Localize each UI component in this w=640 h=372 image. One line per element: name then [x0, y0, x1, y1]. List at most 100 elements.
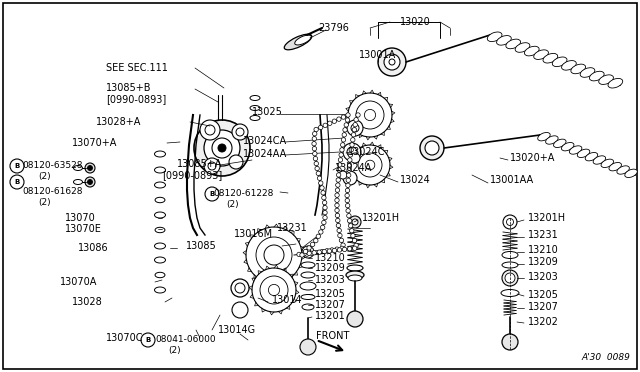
Circle shape [351, 138, 355, 142]
Circle shape [314, 238, 318, 243]
Circle shape [332, 119, 337, 124]
Ellipse shape [502, 262, 518, 268]
Circle shape [205, 187, 219, 201]
Circle shape [353, 122, 357, 127]
Circle shape [260, 276, 288, 304]
Text: 08120-61628: 08120-61628 [22, 186, 83, 196]
Circle shape [232, 124, 248, 140]
Circle shape [300, 339, 316, 355]
Ellipse shape [554, 139, 566, 148]
Circle shape [330, 248, 334, 252]
Circle shape [10, 175, 24, 189]
Circle shape [346, 113, 350, 117]
Circle shape [204, 158, 220, 174]
Circle shape [351, 124, 359, 132]
Circle shape [356, 113, 360, 117]
Circle shape [335, 183, 340, 187]
Ellipse shape [502, 251, 518, 259]
Text: 13024CA: 13024CA [243, 136, 287, 146]
Text: 13001A: 13001A [360, 50, 397, 60]
Text: 13085: 13085 [186, 241, 217, 251]
Text: 13024: 13024 [400, 175, 431, 185]
Text: (2): (2) [38, 198, 51, 206]
Ellipse shape [154, 243, 166, 249]
Text: 13209: 13209 [315, 263, 346, 273]
Ellipse shape [154, 182, 166, 188]
Circle shape [348, 224, 353, 228]
Circle shape [338, 233, 342, 238]
Text: 08120-63528: 08120-63528 [22, 161, 83, 170]
Circle shape [352, 128, 356, 132]
Circle shape [235, 283, 245, 293]
Ellipse shape [74, 166, 83, 170]
Circle shape [349, 228, 354, 233]
Circle shape [264, 245, 284, 265]
Text: 08120-61228: 08120-61228 [213, 189, 273, 199]
Circle shape [347, 214, 351, 218]
Circle shape [389, 59, 395, 65]
Circle shape [346, 178, 351, 182]
Circle shape [335, 188, 340, 192]
Ellipse shape [487, 32, 502, 42]
Circle shape [300, 253, 304, 257]
Circle shape [337, 168, 341, 172]
Ellipse shape [348, 275, 362, 281]
Circle shape [319, 230, 323, 234]
Circle shape [310, 242, 315, 247]
Circle shape [232, 302, 248, 318]
Text: 13070E: 13070E [65, 224, 102, 234]
Circle shape [347, 120, 363, 136]
Circle shape [354, 243, 358, 247]
Circle shape [312, 141, 316, 146]
Text: FRONT: FRONT [316, 331, 349, 341]
Circle shape [200, 120, 220, 140]
Text: SEE SEC.111: SEE SEC.111 [106, 63, 168, 73]
Text: B: B [14, 163, 20, 169]
Ellipse shape [501, 289, 519, 296]
Circle shape [297, 252, 301, 257]
Circle shape [312, 151, 317, 156]
Circle shape [350, 153, 360, 163]
Circle shape [305, 252, 309, 256]
Circle shape [141, 333, 155, 347]
Circle shape [425, 141, 439, 155]
Circle shape [346, 183, 350, 187]
Ellipse shape [250, 115, 260, 121]
Circle shape [348, 247, 352, 251]
Text: 13086: 13086 [78, 243, 109, 253]
Text: 23796: 23796 [318, 23, 349, 33]
Circle shape [319, 125, 323, 129]
Circle shape [335, 198, 339, 202]
Circle shape [341, 138, 346, 142]
Ellipse shape [284, 34, 312, 50]
Circle shape [314, 161, 319, 166]
Circle shape [321, 225, 325, 230]
Ellipse shape [546, 136, 558, 144]
Text: 13205: 13205 [315, 289, 346, 299]
Circle shape [328, 121, 332, 125]
Circle shape [302, 246, 314, 258]
Ellipse shape [577, 149, 590, 157]
Text: 13020+A: 13020+A [510, 153, 556, 163]
Circle shape [350, 142, 354, 147]
Ellipse shape [294, 35, 311, 45]
Circle shape [336, 223, 340, 228]
Circle shape [420, 136, 444, 160]
Text: 13201H: 13201H [528, 213, 566, 223]
Circle shape [312, 132, 317, 136]
Circle shape [506, 218, 513, 225]
Text: 13020: 13020 [399, 17, 430, 27]
Circle shape [364, 109, 376, 121]
Circle shape [317, 250, 321, 254]
Circle shape [252, 268, 296, 312]
Text: (2): (2) [38, 173, 51, 182]
Ellipse shape [570, 146, 582, 154]
Ellipse shape [561, 142, 574, 151]
Circle shape [347, 168, 351, 172]
Circle shape [346, 173, 351, 177]
Circle shape [378, 48, 406, 76]
Circle shape [320, 186, 324, 190]
Circle shape [343, 128, 348, 132]
Text: 13024A: 13024A [335, 163, 372, 173]
Ellipse shape [154, 212, 166, 218]
